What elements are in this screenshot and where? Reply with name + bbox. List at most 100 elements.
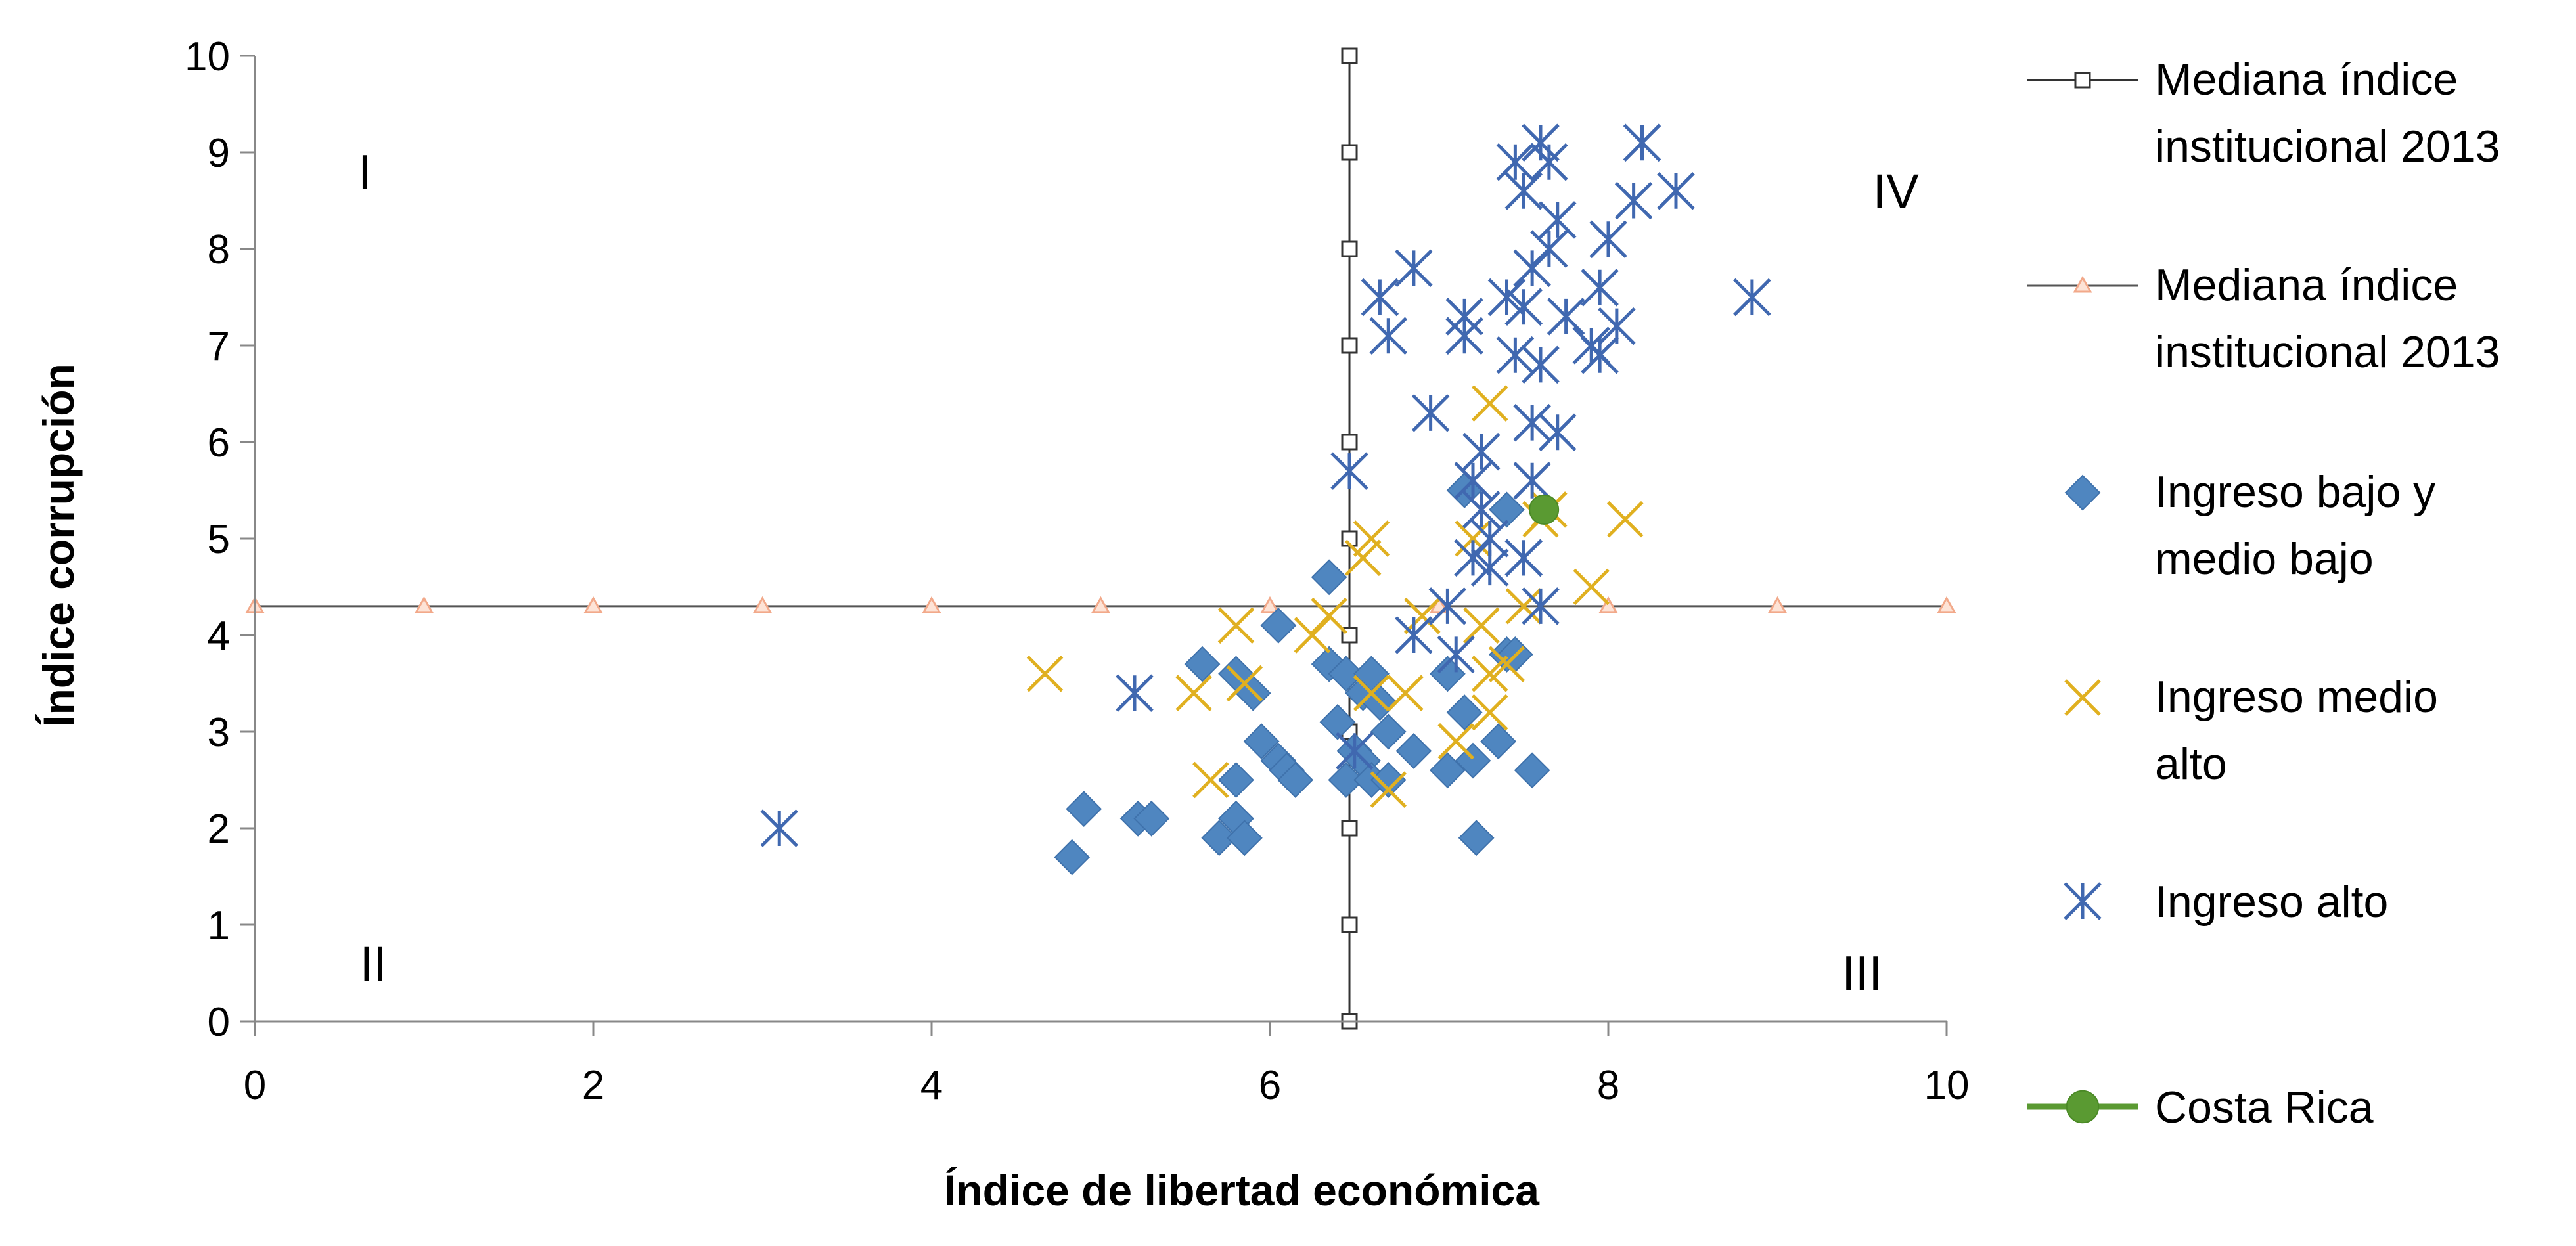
data-point xyxy=(760,809,799,847)
legend-label: medio bajo xyxy=(2155,534,2374,584)
legend-item: Costa Rica xyxy=(2027,1082,2374,1132)
data-point xyxy=(1311,559,1347,596)
data-point xyxy=(1623,123,1661,162)
median-horizontal-marker xyxy=(1260,596,1280,613)
legend-marker xyxy=(2064,679,2101,716)
median-vertical-marker xyxy=(1341,337,1358,354)
legend-label: Ingreso bajo y xyxy=(2155,467,2435,517)
data-point xyxy=(1387,675,1424,711)
data-point xyxy=(1243,723,1280,760)
data-point xyxy=(1370,713,1407,750)
data-point xyxy=(1530,230,1568,268)
legend-label: Mediana índice xyxy=(2155,260,2458,310)
data-point xyxy=(1538,201,1577,239)
y-tick-label: 4 xyxy=(208,613,230,659)
data-point xyxy=(1462,491,1501,529)
data-point xyxy=(1471,656,1508,692)
y-tick-label: 7 xyxy=(208,324,230,369)
data-point xyxy=(1361,278,1399,317)
data-point xyxy=(1429,656,1466,692)
y-tick-label: 5 xyxy=(208,517,230,562)
data-point xyxy=(1538,413,1577,452)
data-point xyxy=(1369,317,1408,355)
data-point xyxy=(1116,674,1154,712)
data-point xyxy=(1260,607,1297,644)
data-point xyxy=(1522,345,1560,384)
legend-marker xyxy=(2074,72,2091,89)
x-tick-label: 2 xyxy=(582,1063,604,1108)
data-point xyxy=(1504,172,1543,210)
data-point xyxy=(1428,587,1467,625)
reference-lines xyxy=(245,47,1956,1030)
legend-marker xyxy=(2066,1090,2100,1124)
data-point xyxy=(1458,820,1495,857)
data-point xyxy=(1488,646,1525,682)
data-point xyxy=(1573,568,1610,606)
data-point xyxy=(1330,452,1368,490)
data-point xyxy=(1218,762,1254,798)
data-point xyxy=(1175,675,1212,711)
quadrant-label: I xyxy=(358,145,372,199)
data-point xyxy=(1614,181,1653,220)
series-ingreso-bajo-y-medio-bajo xyxy=(1054,472,1550,876)
data-point xyxy=(1487,278,1526,317)
data-point xyxy=(1311,597,1347,634)
x-tick-label: 6 xyxy=(1259,1063,1281,1108)
data-point xyxy=(1513,403,1551,442)
data-point xyxy=(1530,143,1568,181)
median-horizontal-marker xyxy=(1937,596,1956,613)
data-point xyxy=(1184,646,1221,682)
median-horizontal-marker xyxy=(1091,596,1111,613)
median-horizontal-marker xyxy=(1767,596,1788,613)
median-vertical-marker xyxy=(1341,916,1358,933)
y-tick-label: 9 xyxy=(208,131,230,176)
data-point xyxy=(1328,762,1365,798)
quadrant-label: III xyxy=(1842,946,1882,1001)
data-point xyxy=(1455,742,1491,779)
data-point xyxy=(1496,336,1535,374)
median-horizontal-marker xyxy=(752,596,773,613)
legend-label: Costa Rica xyxy=(2155,1082,2374,1132)
axes: 0 1 2 3 4 5 6 7 8 9 10 0 2 4 6 8 10 xyxy=(185,34,1969,1108)
data-point xyxy=(1505,588,1543,625)
legend-item: Mediana índice institucional 2013 xyxy=(2027,260,2500,377)
data-point xyxy=(1437,635,1476,674)
legend-marker xyxy=(2073,275,2092,293)
x-tick-label: 4 xyxy=(920,1063,943,1108)
data-point xyxy=(1277,762,1314,798)
data-point xyxy=(1353,520,1390,557)
data-point xyxy=(1462,432,1501,471)
quadrant-label: IV xyxy=(1873,164,1920,219)
median-vertical-marker xyxy=(1341,144,1358,161)
data-point xyxy=(1201,820,1238,857)
data-point xyxy=(1445,317,1483,355)
data-point xyxy=(1733,278,1771,317)
legend-marker xyxy=(2064,474,2101,511)
median-vertical-marker xyxy=(1341,240,1358,257)
y-tick-label: 0 xyxy=(208,1000,230,1045)
y-tick-label: 2 xyxy=(208,807,230,852)
data-point xyxy=(1581,269,1619,307)
data-point xyxy=(1504,288,1543,326)
data-point xyxy=(1411,394,1450,432)
data-point xyxy=(1589,220,1627,259)
legend-label: institucional 2013 xyxy=(2155,122,2500,171)
data-point xyxy=(1370,762,1407,798)
y-axis-title: Índice corrupción xyxy=(34,363,83,727)
data-point xyxy=(1403,597,1441,634)
x-tick-label: 10 xyxy=(1924,1063,1970,1108)
data-point xyxy=(1489,491,1525,528)
data-point xyxy=(1529,494,1560,525)
data-point xyxy=(1522,587,1560,625)
data-point xyxy=(1395,249,1433,288)
data-point xyxy=(1192,761,1229,799)
data-point xyxy=(1217,607,1255,644)
data-point xyxy=(1454,539,1492,577)
data-point xyxy=(1226,665,1263,702)
y-tick-label: 3 xyxy=(208,710,230,755)
data-point xyxy=(1133,800,1170,837)
data-point xyxy=(1395,732,1432,769)
data-point xyxy=(1054,839,1091,876)
